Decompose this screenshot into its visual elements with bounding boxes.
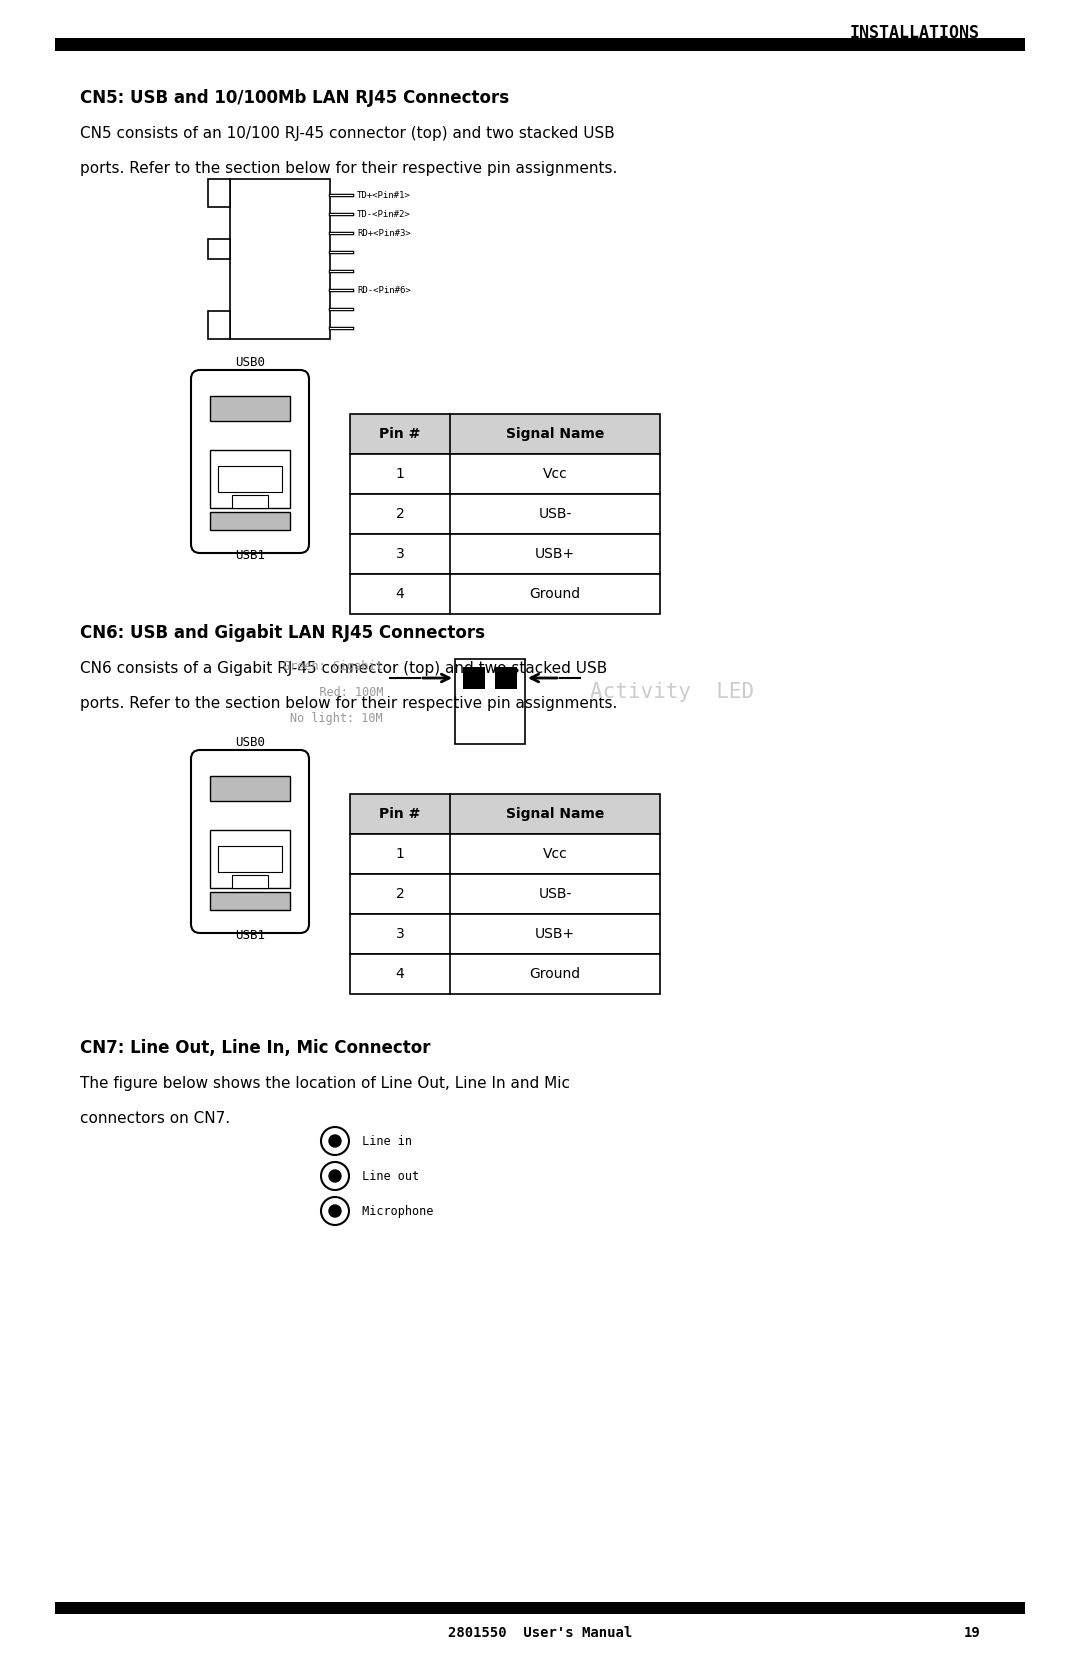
Circle shape bbox=[329, 1135, 341, 1147]
FancyBboxPatch shape bbox=[191, 749, 309, 933]
Bar bbox=[350, 574, 660, 614]
Bar bbox=[230, 179, 330, 339]
Text: 4: 4 bbox=[395, 966, 404, 981]
Text: Green: Gigabit: Green: Gigabit bbox=[283, 659, 383, 673]
Text: 19: 19 bbox=[963, 1626, 980, 1641]
Text: Line in: Line in bbox=[355, 1135, 411, 1148]
Bar bbox=[350, 454, 660, 494]
Text: Line out: Line out bbox=[355, 1170, 419, 1183]
Text: Signal Name: Signal Name bbox=[505, 808, 604, 821]
Text: Ground: Ground bbox=[529, 587, 581, 601]
Text: USB+: USB+ bbox=[535, 926, 575, 941]
Text: USB1: USB1 bbox=[235, 930, 265, 941]
Text: USB+: USB+ bbox=[535, 547, 575, 561]
Circle shape bbox=[321, 1197, 349, 1225]
Circle shape bbox=[321, 1162, 349, 1190]
Text: TD+<Pin#1>: TD+<Pin#1> bbox=[357, 190, 410, 200]
Bar bbox=[55, 38, 1025, 52]
Text: Ground: Ground bbox=[529, 966, 581, 981]
Bar bbox=[210, 451, 291, 507]
Bar bbox=[210, 512, 291, 531]
Text: Microphone: Microphone bbox=[355, 1205, 433, 1217]
Bar bbox=[55, 1602, 1025, 1614]
Text: Activity  LED: Activity LED bbox=[590, 683, 754, 703]
Text: 1: 1 bbox=[395, 467, 404, 481]
Bar bbox=[210, 396, 291, 421]
Bar bbox=[350, 534, 660, 574]
Bar bbox=[350, 875, 660, 915]
Text: Vcc: Vcc bbox=[542, 467, 567, 481]
Bar bbox=[208, 179, 230, 207]
Bar bbox=[350, 794, 660, 834]
Circle shape bbox=[329, 1205, 341, 1217]
Text: USB-: USB- bbox=[538, 886, 571, 901]
Text: ports. Refer to the section below for their respective pin assignments.: ports. Refer to the section below for th… bbox=[80, 696, 618, 711]
Bar bbox=[463, 668, 485, 689]
Text: 2801550  User's Manual: 2801550 User's Manual bbox=[448, 1626, 632, 1641]
Text: connectors on CN7.: connectors on CN7. bbox=[80, 1112, 230, 1127]
Bar bbox=[350, 955, 660, 995]
Text: RD-<Pin#6>: RD-<Pin#6> bbox=[357, 285, 410, 294]
Text: CN6: USB and Gigabit LAN RJ45 Connectors: CN6: USB and Gigabit LAN RJ45 Connectors bbox=[80, 624, 485, 643]
Text: 2: 2 bbox=[395, 507, 404, 521]
Bar bbox=[210, 776, 291, 801]
Bar bbox=[350, 494, 660, 534]
Bar bbox=[232, 496, 268, 507]
Text: 3: 3 bbox=[395, 926, 404, 941]
Bar bbox=[232, 875, 268, 888]
Circle shape bbox=[321, 1127, 349, 1155]
Bar bbox=[350, 915, 660, 955]
Bar bbox=[495, 668, 517, 689]
Text: Red: 100M: Red: 100M bbox=[297, 686, 383, 699]
Text: No light: 10M: No light: 10M bbox=[291, 711, 383, 724]
Text: Pin #: Pin # bbox=[379, 808, 421, 821]
Text: CN6 consists of a Gigabit RJ-45 connector (top) and two stacked USB: CN6 consists of a Gigabit RJ-45 connecto… bbox=[80, 661, 607, 676]
Text: 2: 2 bbox=[395, 886, 404, 901]
FancyBboxPatch shape bbox=[191, 371, 309, 552]
Text: CN7: Line Out, Line In, Mic Connector: CN7: Line Out, Line In, Mic Connector bbox=[80, 1040, 431, 1056]
Text: 4: 4 bbox=[395, 587, 404, 601]
Bar bbox=[350, 834, 660, 875]
Text: The figure below shows the location of Line Out, Line In and Mic: The figure below shows the location of L… bbox=[80, 1077, 570, 1092]
Text: CN5: USB and 10/100Mb LAN RJ45 Connectors: CN5: USB and 10/100Mb LAN RJ45 Connector… bbox=[80, 88, 509, 107]
Bar bbox=[208, 239, 230, 259]
Text: Signal Name: Signal Name bbox=[505, 427, 604, 441]
Text: USB1: USB1 bbox=[235, 549, 265, 562]
Text: USB0: USB0 bbox=[235, 355, 265, 369]
Text: TD-<Pin#2>: TD-<Pin#2> bbox=[357, 210, 410, 219]
Text: Pin #: Pin # bbox=[379, 427, 421, 441]
Text: RD+<Pin#3>: RD+<Pin#3> bbox=[357, 229, 410, 237]
Text: ports. Refer to the section below for their respective pin assignments.: ports. Refer to the section below for th… bbox=[80, 160, 618, 175]
Text: Vcc: Vcc bbox=[542, 846, 567, 861]
Bar bbox=[210, 891, 291, 910]
Text: USB-: USB- bbox=[538, 507, 571, 521]
Text: USB0: USB0 bbox=[235, 736, 265, 749]
Circle shape bbox=[329, 1170, 341, 1182]
Bar bbox=[455, 659, 525, 744]
Text: 3: 3 bbox=[395, 547, 404, 561]
Bar bbox=[208, 310, 230, 339]
Bar bbox=[350, 414, 660, 454]
Bar bbox=[218, 846, 282, 871]
Text: INSTALLATIONS: INSTALLATIONS bbox=[850, 23, 980, 42]
Bar bbox=[210, 829, 291, 888]
Bar bbox=[218, 466, 282, 492]
Text: 1: 1 bbox=[395, 846, 404, 861]
Text: CN5 consists of an 10/100 RJ-45 connector (top) and two stacked USB: CN5 consists of an 10/100 RJ-45 connecto… bbox=[80, 125, 615, 140]
